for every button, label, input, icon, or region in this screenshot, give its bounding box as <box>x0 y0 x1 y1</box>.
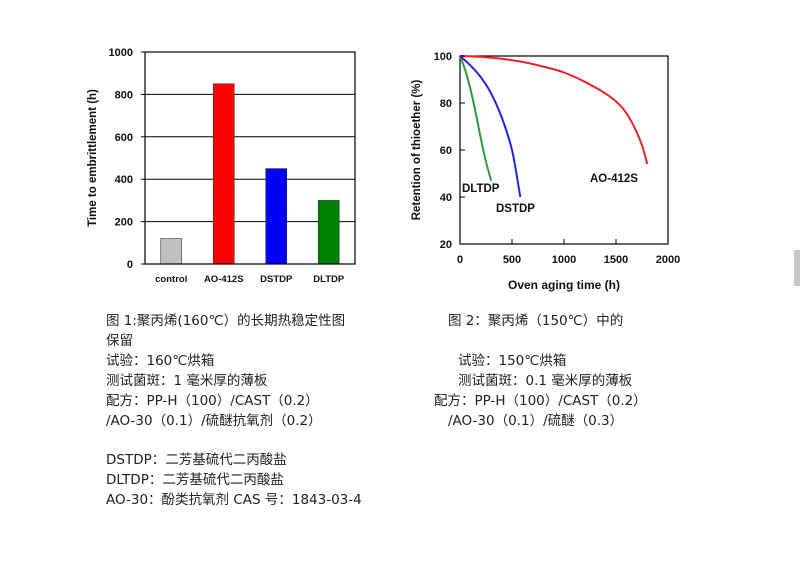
chart1-y-tick-label: 800 <box>115 89 133 101</box>
chart2-series-dstdp <box>459 55 522 198</box>
chart1-y-tick-label: 400 <box>115 174 133 186</box>
chart2-x-tick-label: 2000 <box>656 254 680 266</box>
chart2-x-tick-label: 1000 <box>552 254 576 266</box>
caption-left-line: 试验：160℃烘箱 <box>106 353 215 369</box>
chart2-series-ao-412s <box>459 55 649 165</box>
page-edge-mark <box>794 250 800 286</box>
caption-right: 图 2：聚丙烯（150℃）中的 试验：150℃烘箱 测试菌斑：0.1 毫米厚的薄… <box>434 312 647 432</box>
caption-right-line <box>448 332 647 352</box>
chart2-annotation-ao-412s: AO-412S <box>590 173 638 185</box>
chart2-x-tick-label: 1500 <box>604 254 628 266</box>
chart2-y-tick-label: 80 <box>440 98 452 110</box>
chart2-series-dltdp <box>459 55 493 181</box>
caption-left-line: 图 1:聚丙烯(160℃）的长期热稳定性图 <box>106 313 346 329</box>
caption-left-line: /AO-30（0.1）/硫醚抗氧剂（0.2） <box>106 413 322 429</box>
chart2-y-tick-label: 100 <box>434 51 452 63</box>
caption-right-line: 图 2：聚丙烯（150℃）中的 <box>448 313 624 329</box>
chart1-plot-frame <box>144 51 356 265</box>
chart2-annotation-dltdp: DLTDP <box>462 183 500 195</box>
chart1-x-tick-label: DLTDP <box>313 274 345 285</box>
caption-right-line: 试验：150℃烘箱 <box>458 353 567 369</box>
caption-right-line: 测试菌斑：0.1 毫米厚的薄板 <box>458 373 633 389</box>
chart1-y-tick-label: 0 <box>127 259 133 271</box>
caption-left-line: 保留 <box>106 333 133 349</box>
chart2-y-tick-label: 60 <box>440 145 452 157</box>
chart1-x-tick-label: AO-412S <box>204 274 244 285</box>
caption-right-line: /AO-30（0.1）/硫醚（0.3） <box>448 413 624 429</box>
chart1-x-tick-label: control <box>155 274 187 285</box>
definition-line: DSTDP：二芳基硫代二丙酸盐 <box>106 452 287 468</box>
caption-left-line: 测试菌斑：1 毫米厚的薄板 <box>106 373 268 389</box>
chart1-x-tick-label: DSTDP <box>260 274 293 285</box>
caption-right-line: 配方：PP-H（100）/CAST（0.2） <box>434 393 647 409</box>
chart1-y-axis-label: Time to embrittlement (h) <box>87 89 99 227</box>
caption-left: 图 1:聚丙烯(160℃）的长期热稳定性图 保留 试验：160℃烘箱 测试菌斑：… <box>106 312 362 511</box>
chart2-y-axis-label: Retention of thioether (%) <box>411 80 423 221</box>
chart1-y-tick-label: 1000 <box>109 47 133 59</box>
chart2-x-tick-label: 0 <box>457 254 463 266</box>
definition-line: AO-30：酚类抗氧剂 CAS 号：1843-03-4 <box>106 492 362 508</box>
chart1-y-tick-label: 600 <box>115 132 133 144</box>
chart2-x-axis-label: Oven aging time (h) <box>508 278 620 292</box>
chart2-y-tick-label: 40 <box>440 192 452 204</box>
definition-line: DLTDP：二芳基硫代二丙酸盐 <box>106 472 284 488</box>
chart2-annotation-dstdp: DSTDP <box>496 203 535 215</box>
chart2-y-tick-label: 20 <box>440 239 452 251</box>
chart2-x-tick-label: 500 <box>503 254 521 266</box>
chart2-plot-frame <box>459 55 669 245</box>
chart1-y-tick-label: 200 <box>115 217 133 229</box>
caption-left-line: 配方：PP-H（100）/CAST（0.2） <box>106 393 319 409</box>
